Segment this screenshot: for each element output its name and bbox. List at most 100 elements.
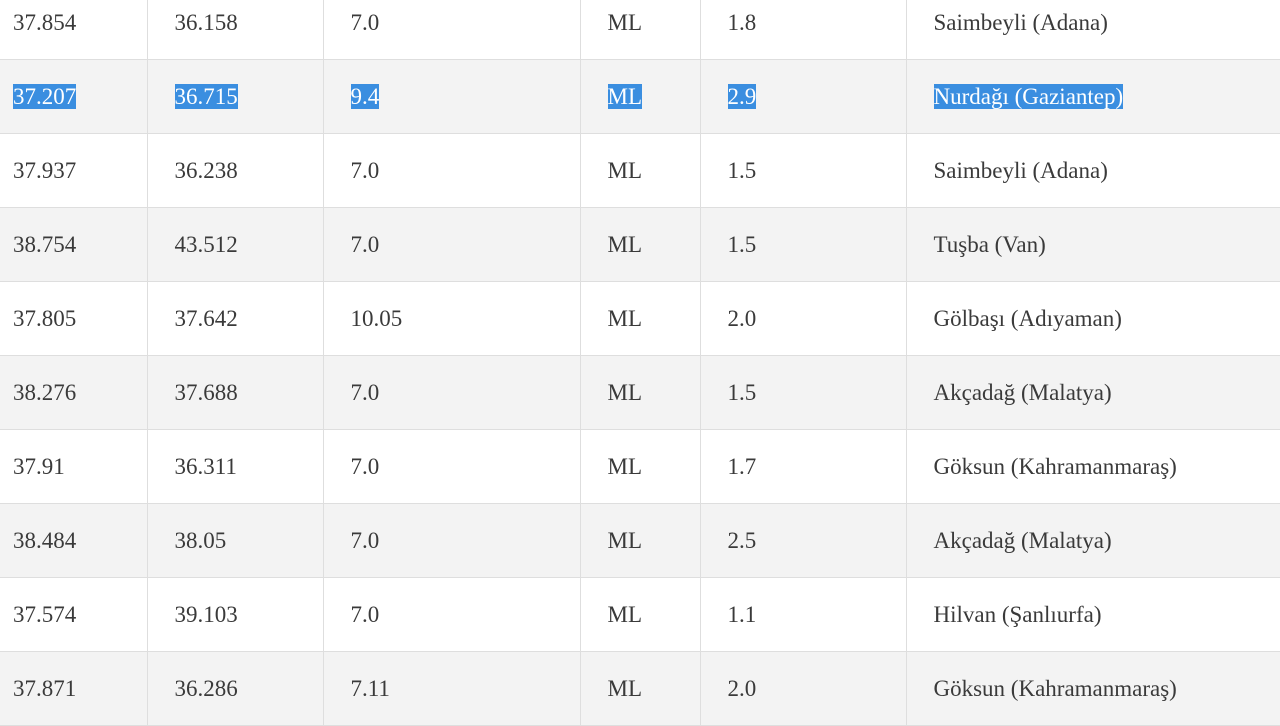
latitude-cell-text: 37.854 <box>13 9 77 35</box>
depth-cell-text: 7.0 <box>350 9 380 35</box>
latitude-cell-text: 37.805 <box>13 305 77 331</box>
magnitude-type-cell: ML <box>579 577 701 652</box>
magnitude-cell-text: 1.8 <box>727 9 757 35</box>
location-cell: Akçadağ (Malatya) <box>905 503 1280 578</box>
latitude-cell-text: 37.871 <box>13 675 77 701</box>
latitude-cell: 37.805 <box>0 281 148 356</box>
magnitude-type-cell-text: ML <box>607 305 643 331</box>
magnitude-cell-text: 1.5 <box>727 231 757 257</box>
table-row[interactable]: 38.484 38.05 7.0 ML 2.5 Akçadağ (Malatya) <box>0 503 1280 578</box>
magnitude-cell: 2.5 <box>699 503 907 578</box>
magnitude-cell: 1.7 <box>699 429 907 504</box>
location-cell-text: Akçadağ (Malatya) <box>933 379 1112 405</box>
location-cell: Tuşba (Van) <box>905 207 1280 282</box>
latitude-cell-text: 37.91 <box>13 453 65 479</box>
depth-cell: 9.4 <box>322 59 581 134</box>
magnitude-cell: 2.0 <box>699 281 907 356</box>
latitude-cell-text: 38.484 <box>13 527 77 553</box>
magnitude-cell: 1.1 <box>699 577 907 652</box>
table-row[interactable]: 37.871 36.286 7.11 ML 2.0 Göksun (Kahramanmar… <box>0 651 1280 726</box>
depth-cell: 7.0 <box>322 577 581 652</box>
location-cell-text: Hilvan (Şanlıurfa) <box>933 601 1102 627</box>
location-cell: Akçadağ (Malatya) <box>905 355 1280 430</box>
longitude-cell: 36.286 <box>146 651 324 726</box>
depth-cell-text: 9.4 <box>350 83 380 109</box>
depth-cell: 7.0 <box>322 355 581 430</box>
magnitude-type-cell: ML <box>579 281 701 356</box>
table-row[interactable]: 38.276 37.688 7.0 ML 1.5 Akçadağ (Malatya) <box>0 355 1280 430</box>
depth-cell-text: 7.0 <box>350 231 380 257</box>
depth-cell-text: 7.0 <box>350 157 380 183</box>
magnitude-type-cell-text: ML <box>607 601 643 627</box>
latitude-cell: 38.484 <box>0 503 148 578</box>
magnitude-type-cell-text: ML <box>607 157 643 183</box>
latitude-cell-text: 38.276 <box>13 379 77 405</box>
location-cell: Saimbeyli (Adana) <box>905 133 1280 208</box>
location-cell-text: Saimbeyli (Adana) <box>933 9 1108 35</box>
longitude-cell-text: 36.158 <box>174 9 238 35</box>
latitude-cell: 37.871 <box>0 651 148 726</box>
depth-cell-text: 7.11 <box>350 675 390 701</box>
latitude-cell: 37.207 <box>0 59 148 134</box>
longitude-cell-text: 36.311 <box>174 453 237 479</box>
magnitude-type-cell: ML <box>579 207 701 282</box>
depth-cell: 10.05 <box>322 281 581 356</box>
location-cell: Göksun (Kahramanmaraş) <box>905 429 1280 504</box>
latitude-cell: 37.574 <box>0 577 148 652</box>
depth-cell-text: 7.0 <box>350 601 380 627</box>
magnitude-cell: 1.5 <box>699 207 907 282</box>
magnitude-type-cell: ML <box>579 651 701 726</box>
table-row[interactable]: 37.207 36.715 9.4 ML 2.9 Nurdağı (Gaziantep) <box>0 59 1280 134</box>
table-row[interactable]: 38.754 43.512 7.0 ML 1.5 Tuşba (Van) <box>0 207 1280 282</box>
latitude-cell: 37.854 <box>0 0 148 60</box>
depth-cell-text: 7.0 <box>350 527 380 553</box>
magnitude-cell-text: 2.5 <box>727 527 757 553</box>
magnitude-cell: 2.9 <box>699 59 907 134</box>
longitude-cell: 37.642 <box>146 281 324 356</box>
longitude-cell: 38.05 <box>146 503 324 578</box>
magnitude-type-cell-text: ML <box>607 83 642 109</box>
table-row[interactable]: 37.574 39.103 7.0 ML 1.1 Hilvan (Şanlıurfa) <box>0 577 1280 652</box>
location-cell-text: Tuşba (Van) <box>933 231 1046 257</box>
location-cell: Saimbeyli (Adana) <box>905 0 1280 60</box>
table-row[interactable]: 37.91 36.311 7.0 ML 1.7 Göksun (Kahramanmaraş… <box>0 429 1280 504</box>
table-row[interactable]: 37.805 37.642 10.05 ML 2.0 Gölbaşı (Adıyaman) <box>0 281 1280 356</box>
longitude-cell-text: 36.286 <box>174 675 238 701</box>
magnitude-cell-text: 2.9 <box>727 83 757 109</box>
longitude-cell-text: 36.715 <box>174 83 238 109</box>
magnitude-cell-text: 1.1 <box>727 601 757 627</box>
depth-cell: 7.11 <box>322 651 581 726</box>
magnitude-type-cell-text: ML <box>607 379 643 405</box>
latitude-cell-text: 37.574 <box>13 601 77 627</box>
location-cell: Hilvan (Şanlıurfa) <box>905 577 1280 652</box>
latitude-cell: 38.754 <box>0 207 148 282</box>
longitude-cell: 36.311 <box>146 429 324 504</box>
magnitude-cell-text: 1.5 <box>727 157 757 183</box>
longitude-cell: 36.238 <box>146 133 324 208</box>
longitude-cell-text: 39.103 <box>174 601 238 627</box>
longitude-cell: 39.103 <box>146 577 324 652</box>
depth-cell: 7.0 <box>322 503 581 578</box>
longitude-cell-text: 37.688 <box>174 379 238 405</box>
location-cell: Nurdağı (Gaziantep) <box>905 59 1280 134</box>
table-row[interactable]: 37.937 36.238 7.0 ML 1.5 Saimbeyli (Adana) <box>0 133 1280 208</box>
magnitude-cell-text: 1.5 <box>727 379 757 405</box>
location-cell: Göksun (Kahramanmaraş) <box>905 651 1280 726</box>
latitude-cell: 37.91 <box>0 429 148 504</box>
magnitude-type-cell: ML <box>579 503 701 578</box>
location-cell-text: Nurdağı (Gaziantep) <box>933 83 1124 109</box>
depth-cell: 7.0 <box>322 133 581 208</box>
magnitude-cell: 1.8 <box>699 0 907 60</box>
latitude-cell-text: 37.937 <box>13 157 77 183</box>
depth-cell-text: 7.0 <box>350 379 380 405</box>
magnitude-cell-text: 2.0 <box>727 675 757 701</box>
depth-cell-text: 10.05 <box>350 305 403 331</box>
table-row[interactable]: 37.854 36.158 7.0 ML 1.8 Saimbeyli (Adana) <box>0 0 1280 60</box>
longitude-cell: 36.715 <box>146 59 324 134</box>
magnitude-cell: 1.5 <box>699 355 907 430</box>
depth-cell: 7.0 <box>322 0 581 60</box>
magnitude-type-cell: ML <box>579 59 701 134</box>
longitude-cell: 43.512 <box>146 207 324 282</box>
